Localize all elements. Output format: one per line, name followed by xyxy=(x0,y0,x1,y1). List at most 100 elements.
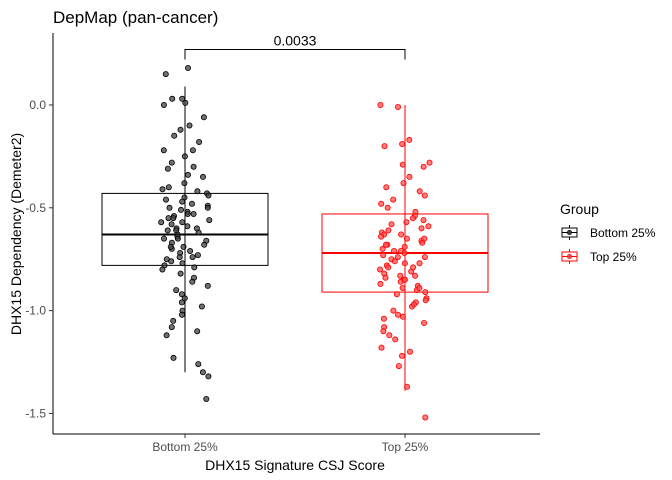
data-point xyxy=(382,274,389,281)
data-point xyxy=(164,227,171,234)
legend-label: Top 25% xyxy=(590,250,637,264)
x-axis-ticks: Bottom 25% Top 25% xyxy=(152,434,429,454)
data-point xyxy=(421,235,428,242)
data-point xyxy=(395,363,402,370)
data-point xyxy=(190,163,197,170)
data-point xyxy=(158,219,165,226)
data-point xyxy=(180,243,187,250)
data-point xyxy=(425,223,432,230)
data-point xyxy=(165,184,172,191)
data-point xyxy=(401,243,408,250)
data-point xyxy=(421,192,428,199)
data-point xyxy=(196,138,203,145)
data-point xyxy=(174,235,181,242)
data-point xyxy=(178,291,185,298)
data-point xyxy=(377,102,384,109)
box-group xyxy=(321,102,489,421)
data-point xyxy=(420,217,427,224)
data-point xyxy=(167,243,174,250)
data-point xyxy=(390,307,397,314)
data-point xyxy=(204,282,211,289)
data-point xyxy=(177,126,184,133)
data-point xyxy=(200,114,207,121)
data-point xyxy=(173,227,180,234)
data-point xyxy=(176,254,183,261)
data-point xyxy=(179,219,186,226)
data-point xyxy=(385,227,392,234)
y-axis-ticks: 0.0 -0.5 -1.0 -1.5 xyxy=(25,98,53,420)
x-tick-label: Bottom 25% xyxy=(152,440,218,454)
data-point xyxy=(378,200,385,207)
data-point xyxy=(410,301,417,308)
data-point xyxy=(421,254,428,261)
data-point xyxy=(418,225,425,232)
data-point xyxy=(386,332,393,339)
data-point xyxy=(394,104,401,111)
data-point xyxy=(184,65,191,72)
data-point xyxy=(179,198,186,205)
data-point xyxy=(410,264,417,271)
data-point xyxy=(184,223,191,230)
data-point xyxy=(178,299,185,306)
data-point xyxy=(203,395,210,402)
data-point xyxy=(194,328,201,335)
data-point xyxy=(381,143,388,150)
data-point xyxy=(190,210,197,217)
data-point xyxy=(394,254,401,261)
legend-item: Bottom 25% xyxy=(561,224,656,241)
data-point xyxy=(391,258,398,265)
data-point xyxy=(189,147,196,154)
data-point xyxy=(377,280,384,287)
data-point xyxy=(199,369,206,376)
box-iqr xyxy=(101,192,269,266)
y-tick-label: -1.0 xyxy=(25,304,46,318)
data-point xyxy=(380,252,387,259)
data-point xyxy=(403,235,410,242)
data-point xyxy=(398,352,405,359)
data-point xyxy=(168,221,175,228)
data-point xyxy=(416,260,423,267)
legend-item: Top 25% xyxy=(561,248,637,265)
legend-title: Group xyxy=(560,201,599,217)
data-point xyxy=(170,354,177,361)
legend: Group Bottom 25% Top 25% xyxy=(560,201,656,265)
data-point xyxy=(188,200,195,207)
data-point xyxy=(421,319,428,326)
data-point xyxy=(160,102,167,109)
data-point xyxy=(403,383,410,390)
data-point xyxy=(383,184,390,191)
data-point xyxy=(393,291,400,298)
data-point xyxy=(159,186,166,193)
data-point xyxy=(159,266,166,273)
legend-key-point xyxy=(566,230,572,236)
data-point xyxy=(399,313,406,320)
x-axis-label: DHX15 Signature CSJ Score xyxy=(205,457,385,473)
data-point xyxy=(181,153,188,160)
data-point xyxy=(163,332,170,339)
y-tick-label: 0.0 xyxy=(29,98,46,112)
data-point xyxy=(382,241,389,248)
data-point xyxy=(384,204,391,211)
data-point xyxy=(406,136,413,143)
significance-bracket xyxy=(184,48,406,60)
data-point xyxy=(160,147,167,154)
data-point xyxy=(164,165,171,172)
data-point xyxy=(160,235,167,242)
data-point xyxy=(187,247,194,254)
data-point xyxy=(162,71,169,78)
data-point xyxy=(181,180,188,187)
y-tick-label: -1.5 xyxy=(25,406,46,420)
plot-area: 0.0033 xyxy=(101,32,489,421)
data-point xyxy=(194,188,201,195)
data-point xyxy=(406,173,413,180)
data-point xyxy=(412,272,419,279)
data-point xyxy=(406,348,413,355)
data-point xyxy=(177,270,184,277)
data-point xyxy=(378,233,385,240)
data-point xyxy=(168,324,175,331)
data-point xyxy=(198,303,205,310)
data-point xyxy=(204,204,211,211)
data-point xyxy=(399,140,406,147)
y-tick-label: -0.5 xyxy=(25,201,46,215)
